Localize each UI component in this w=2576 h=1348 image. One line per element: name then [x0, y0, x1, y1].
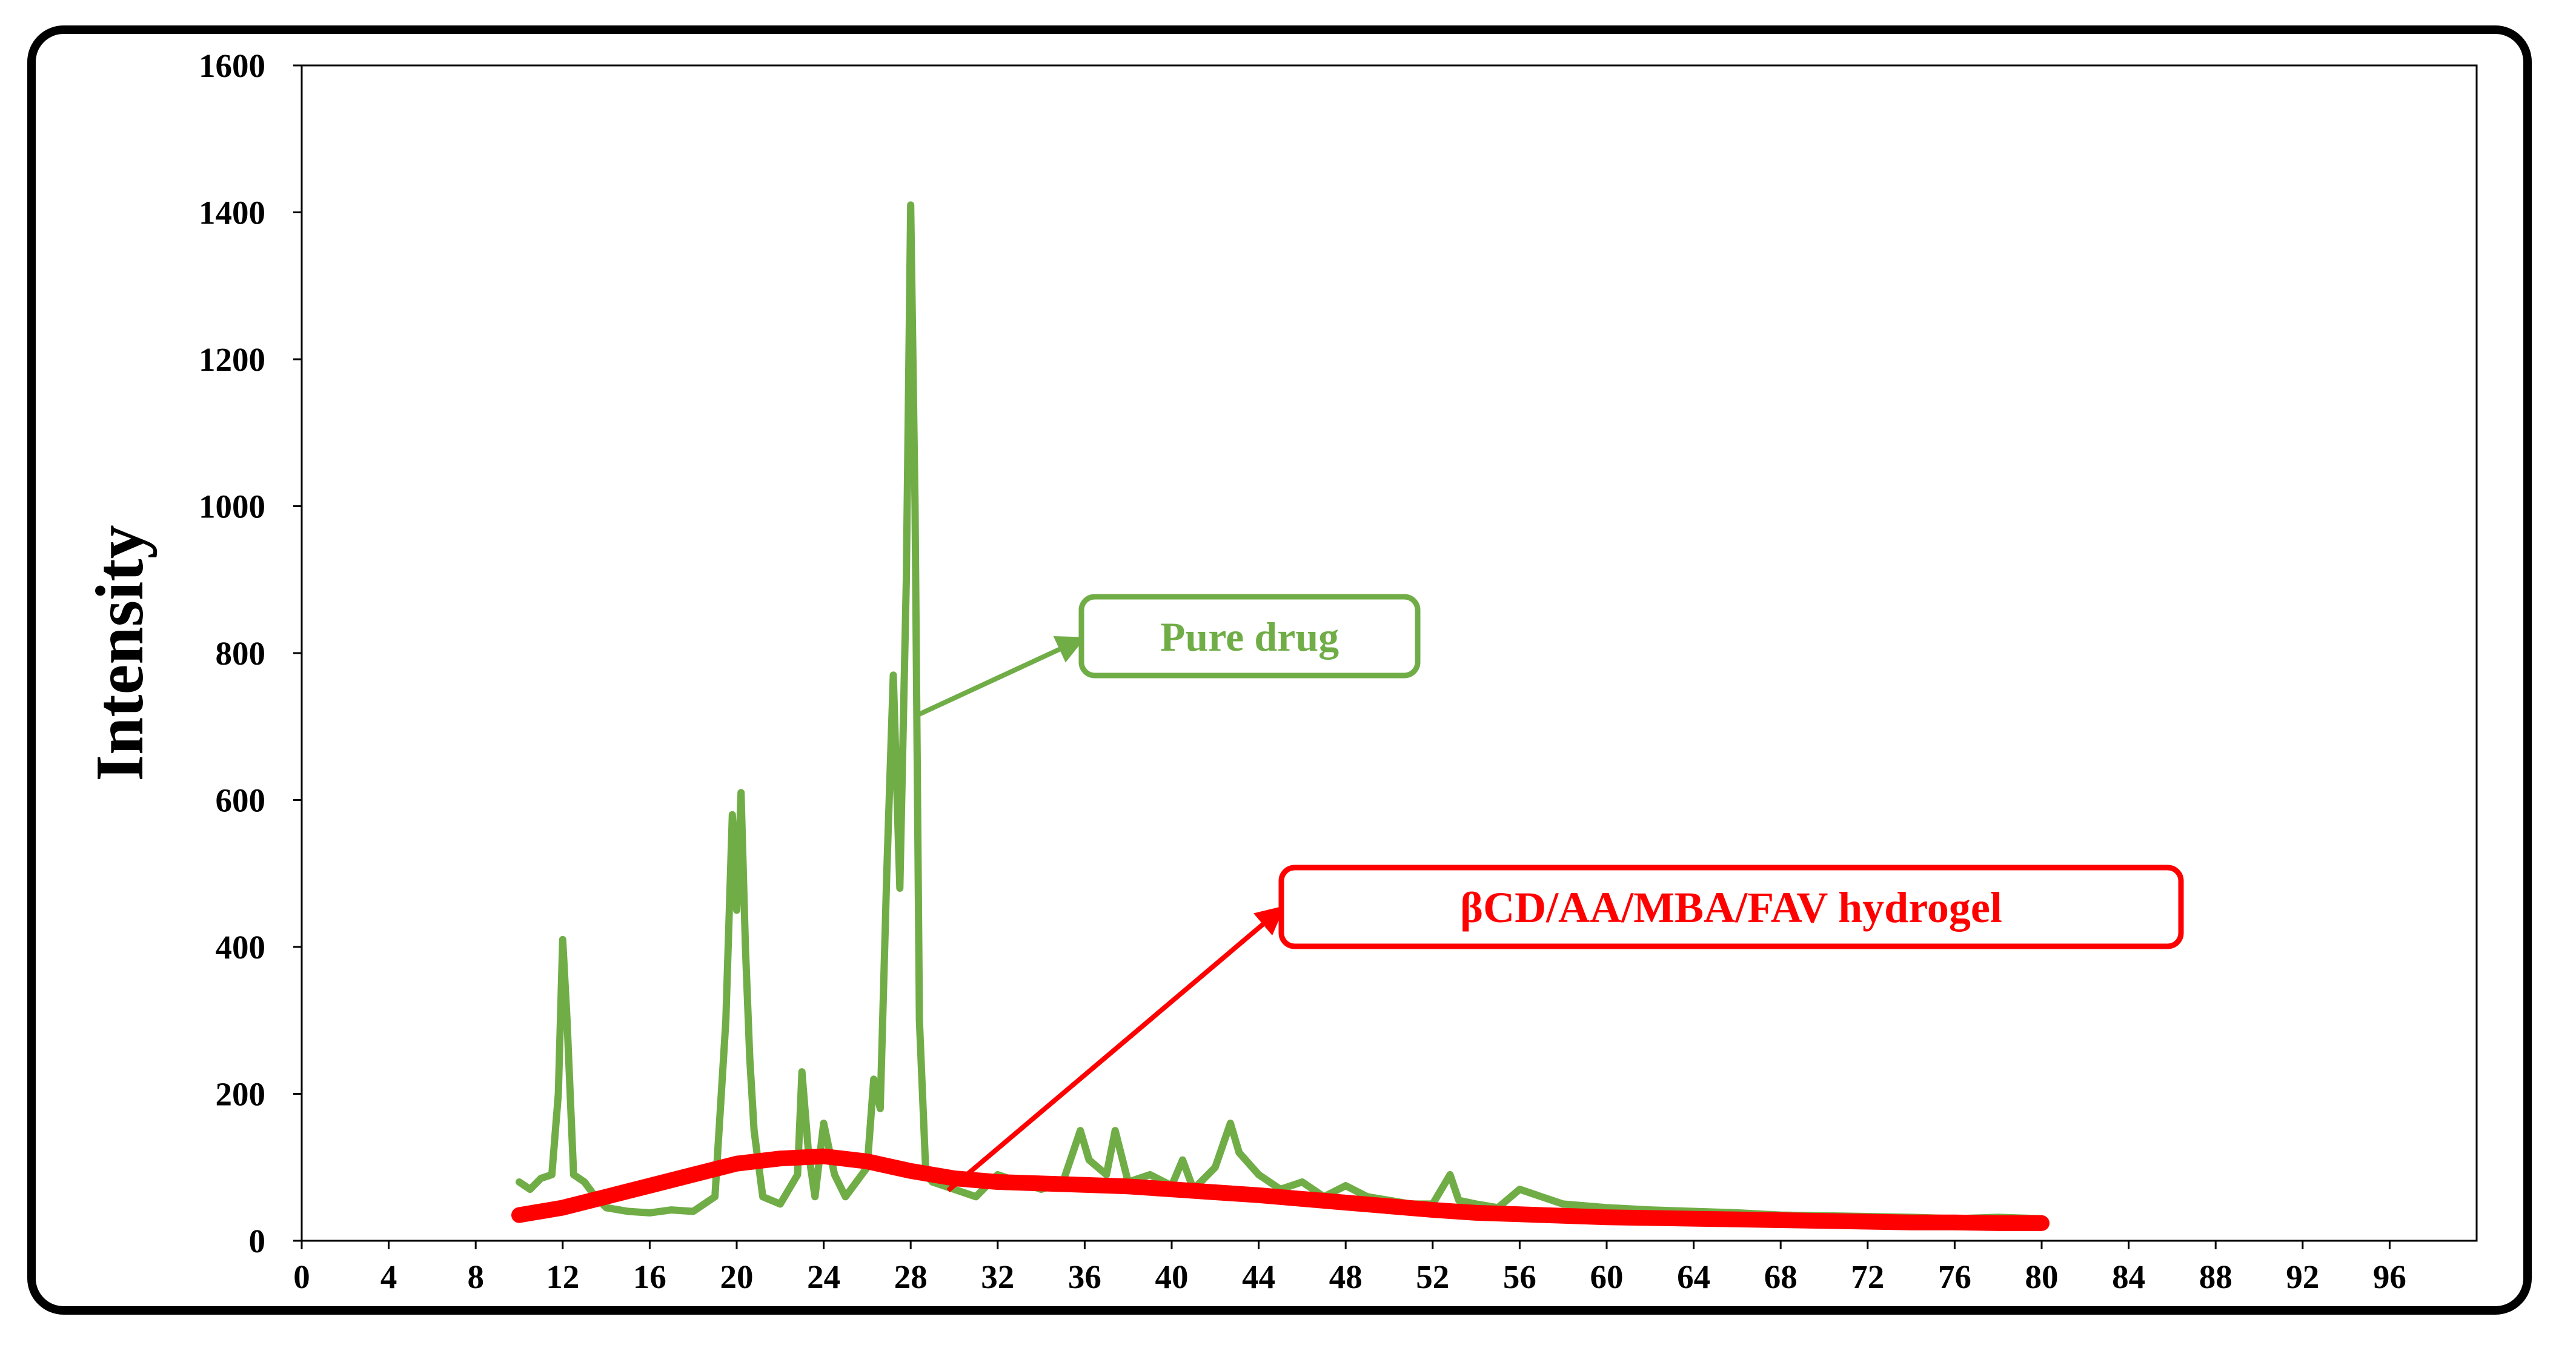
- y-axis-title: Intensity: [82, 525, 158, 781]
- x-tick-label: 16: [633, 1258, 666, 1295]
- y-tick-label: 400: [216, 929, 266, 966]
- y-tick-label: 200: [216, 1076, 266, 1113]
- x-tick-label: 0: [293, 1258, 310, 1295]
- x-tick-label: 56: [1503, 1258, 1536, 1295]
- callout-arrow: [917, 636, 1086, 717]
- x-tick-label: 44: [1242, 1258, 1275, 1295]
- y-tick-label: 1200: [199, 341, 265, 378]
- callout-arrow: [946, 905, 1286, 1193]
- x-tick-label: 68: [1764, 1258, 1798, 1295]
- series-line-hydrogel: [511, 1148, 2050, 1231]
- x-tick-label: 40: [1155, 1258, 1189, 1295]
- series-layer: [511, 201, 2050, 1231]
- callout-label: βCD/AA/MBA/FAV hydrogel: [1460, 883, 2002, 932]
- annotation-layer: Pure drug βCD/AA/MBA/FAV hydrogel: [917, 594, 2184, 1193]
- x-tick-label: 52: [1416, 1258, 1449, 1295]
- callout-box: [1278, 865, 2184, 949]
- callout-label: Pure drug: [1160, 614, 1339, 660]
- series-line-pure-drug: [516, 201, 2045, 1223]
- x-tick-label: 88: [2199, 1258, 2232, 1295]
- x-axis: 0 4 8 12 16 20 24 28 32 36 40 44 48 52 56 60 64 68 72 76 80 8…: [293, 1241, 2406, 1295]
- callout-hydrogel: βCD/AA/MBA/FAV hydrogel: [946, 865, 2184, 1193]
- x-tick-label: 48: [1329, 1258, 1363, 1295]
- x-tick-label: 64: [1677, 1258, 1710, 1295]
- x-tick-label: 84: [2112, 1258, 2145, 1295]
- x-tick-label: 4: [380, 1258, 397, 1295]
- callout-box: [1078, 594, 1421, 679]
- x-tick-label: 12: [546, 1258, 579, 1295]
- y-tick-label: 600: [216, 782, 266, 819]
- y-tick-label: 800: [216, 635, 266, 672]
- y-tick-label: 1600: [199, 47, 265, 84]
- x-tick-label: 92: [2286, 1258, 2319, 1295]
- x-tick-label: 76: [1938, 1258, 1971, 1295]
- x-tick-label: 32: [981, 1258, 1014, 1295]
- callout-pure-drug: Pure drug: [917, 594, 1421, 717]
- y-axis: 0 200 400 600 800 1000 1200 1400 1600: [199, 47, 302, 1260]
- y-tick-label: 0: [249, 1223, 266, 1260]
- x-tick-label: 60: [1590, 1258, 1624, 1295]
- x-tick-label: 36: [1068, 1258, 1101, 1295]
- y-tick-label: 1000: [199, 488, 265, 525]
- x-tick-label: 80: [2025, 1258, 2059, 1295]
- x-tick-label: 72: [1851, 1258, 1884, 1295]
- x-tick-label: 8: [467, 1258, 484, 1295]
- x-tick-label: 96: [2373, 1258, 2406, 1295]
- y-tick-label: 1400: [199, 194, 265, 231]
- x-tick-label: 28: [894, 1258, 928, 1295]
- x-tick-label: 20: [720, 1258, 754, 1295]
- x-tick-label: 24: [807, 1258, 840, 1295]
